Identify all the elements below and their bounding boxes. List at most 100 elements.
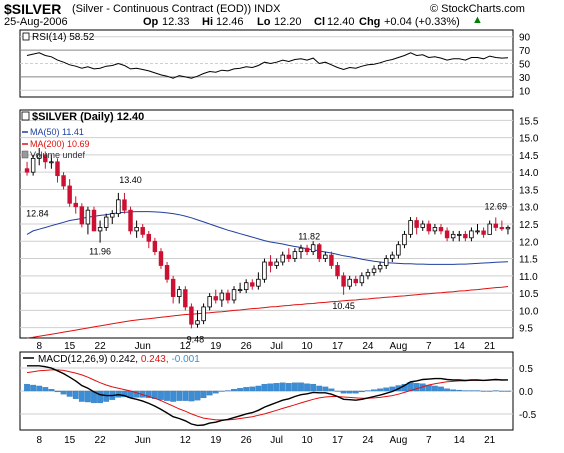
candle-body [317, 244, 322, 259]
x-axis-label: 14 [454, 341, 466, 352]
macd-histogram-bar [498, 390, 505, 392]
macd-histogram-bar [60, 390, 67, 395]
macd-histogram-bar [78, 390, 85, 402]
macd-histogram-bar [133, 390, 140, 398]
macd-histogram-bar [121, 390, 128, 398]
candle-body [341, 275, 346, 287]
price-tick-label: 11.5 [519, 255, 538, 266]
macd-histogram-bar [444, 388, 450, 392]
macd-histogram-bar [188, 390, 195, 402]
candle-body [116, 199, 121, 215]
candle-body [43, 154, 48, 163]
macd-histogram-bar [438, 386, 444, 392]
volume-legend-icon [21, 150, 29, 159]
candle-body [286, 254, 292, 259]
watermark: © StockCharts.com [430, 3, 525, 15]
macd-histogram-bar [194, 390, 201, 401]
quote-date: 25-Aug-2006 [4, 16, 68, 28]
candle-body [256, 278, 261, 287]
macd-histogram-bar [182, 390, 189, 401]
rsi-tick-label: 50 [519, 60, 531, 71]
candle-body [152, 240, 158, 253]
price-annotation: 13.40 [119, 175, 142, 185]
candle-body [304, 247, 310, 253]
macd-histogram-bar [371, 389, 377, 392]
macd-histogram-bar [346, 390, 353, 394]
macd-signal-line [26, 369, 509, 421]
x-axis-label: 12 [180, 341, 192, 352]
macd-histogram-bar [218, 390, 225, 392]
macd-histogram-bar [456, 389, 463, 392]
x-axis-label: 22 [95, 341, 107, 352]
change-up-arrow-icon: ▲ [472, 14, 483, 26]
candle-body [24, 168, 30, 173]
candle-body [73, 202, 78, 208]
candle-body [469, 230, 474, 239]
macd-histogram-bar [486, 390, 493, 392]
macd-histogram-bar [474, 390, 481, 392]
rsi-tick-label: 70 [519, 46, 531, 57]
macd-histogram-bar [279, 382, 286, 392]
candle-body [450, 233, 456, 239]
macd-histogram-bar [310, 383, 317, 392]
candle-body [487, 223, 492, 235]
candle-body [377, 265, 383, 270]
x-axis-label: 21 [484, 341, 496, 352]
macd-histogram-bar [158, 390, 164, 400]
macd-tick-label: 0.0 [519, 387, 533, 398]
candle-body [219, 292, 225, 301]
candle-body [110, 213, 115, 218]
candle-body [475, 230, 480, 233]
price-annotation: 11.82 [298, 231, 320, 241]
x-axis-label: 26 [241, 341, 253, 352]
candle-body [310, 244, 316, 253]
price-tick-label: 15.5 [519, 116, 539, 127]
chart-symbol: $SILVER [4, 1, 62, 17]
macd-histogram-bar [243, 387, 250, 392]
macd-line [27, 365, 509, 427]
macd-histogram-bar [365, 390, 371, 392]
candle-body [274, 261, 279, 266]
macd-histogram-bar [145, 390, 152, 399]
candle-body [201, 306, 206, 322]
price-legend-title: $SILVER (Daily) 12.40 [32, 111, 144, 123]
macd-histogram-bar [36, 385, 43, 392]
macd-histogram-bar [322, 386, 329, 392]
candle-body [164, 265, 170, 280]
candle-body [268, 261, 273, 266]
rsi-tick-label: 90 [519, 33, 531, 44]
macd-histogram-bar [231, 389, 237, 392]
macd-legend-histogram-value: -0.001 [171, 354, 200, 365]
candle-body [359, 275, 365, 284]
x-axis-label: 7 [426, 341, 432, 352]
macd-legend-macd-value: 0.242, [110, 354, 141, 365]
close-value: 12.40 [327, 16, 355, 28]
macd-histogram-bar [413, 383, 420, 392]
candle-body [128, 209, 133, 232]
candle-body [396, 244, 401, 256]
candle-body [170, 278, 176, 297]
candle-body [195, 320, 200, 325]
high-value: 12.46 [216, 16, 244, 28]
chart-subtitle: (Silver - Continuous Contract (EOD)) IND… [72, 3, 281, 15]
candle-body [463, 233, 468, 239]
macd-histogram-bar [462, 390, 469, 392]
x-axis-label: 21 [484, 435, 496, 446]
candle-body [55, 161, 60, 177]
candle-body [499, 227, 505, 230]
x-axis-label: 10 [302, 435, 314, 446]
candle-body [347, 278, 352, 287]
macd-histogram-bar [48, 389, 55, 392]
macd-histogram-bar [334, 390, 341, 392]
open-value: 12.33 [162, 16, 190, 28]
candle-body [390, 254, 395, 259]
x-axis-label: Jun [135, 435, 151, 446]
macd-histogram-bar [352, 390, 359, 394]
macd-histogram-bar [30, 384, 37, 392]
macd-histogram-bar [492, 390, 499, 392]
candle-body [365, 271, 371, 277]
macd-histogram-bar [285, 383, 292, 392]
macd-tick-label: 0.5 [519, 364, 533, 375]
macd-histogram-bar [170, 390, 177, 402]
